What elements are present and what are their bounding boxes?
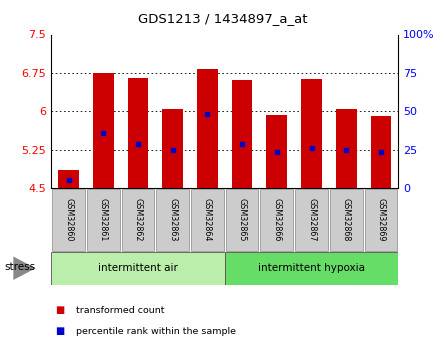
Bar [301, 79, 322, 188]
Bar [371, 116, 391, 188]
Bar [364, 189, 397, 250]
Bar [51, 252, 225, 285]
Text: GSM32862: GSM32862 [134, 198, 142, 242]
Text: GSM32860: GSM32860 [64, 198, 73, 241]
Bar [330, 189, 363, 250]
Text: transformed count: transformed count [76, 306, 164, 315]
Text: percentile rank within the sample: percentile rank within the sample [76, 327, 236, 336]
Bar [197, 69, 218, 188]
Bar [121, 189, 154, 250]
Bar [260, 189, 293, 250]
Bar [336, 109, 356, 188]
Bar [128, 78, 148, 188]
Bar [58, 170, 79, 188]
Bar [93, 73, 113, 188]
Text: GSM32868: GSM32868 [342, 198, 351, 241]
Text: GSM32869: GSM32869 [376, 198, 385, 242]
Text: GSM32863: GSM32863 [168, 198, 177, 241]
Bar [226, 189, 259, 250]
Text: intermittent air: intermittent air [98, 263, 178, 273]
Bar [162, 109, 183, 188]
Text: ■: ■ [56, 326, 65, 336]
Bar [295, 189, 328, 250]
Bar [87, 189, 120, 250]
Bar [232, 80, 252, 188]
Text: GSM32864: GSM32864 [203, 198, 212, 241]
Bar [267, 115, 287, 188]
Text: intermittent hypoxia: intermittent hypoxia [258, 263, 365, 273]
Text: ■: ■ [56, 306, 65, 315]
Text: GSM32867: GSM32867 [307, 198, 316, 242]
Bar [191, 189, 224, 250]
Polygon shape [13, 257, 36, 280]
Bar [225, 252, 398, 285]
Text: GSM32861: GSM32861 [99, 198, 108, 241]
Bar [156, 189, 189, 250]
Bar [52, 189, 85, 250]
Text: GSM32865: GSM32865 [238, 198, 247, 242]
Text: GSM32866: GSM32866 [272, 198, 281, 241]
Text: stress: stress [4, 262, 36, 272]
Text: GDS1213 / 1434897_a_at: GDS1213 / 1434897_a_at [138, 12, 307, 25]
